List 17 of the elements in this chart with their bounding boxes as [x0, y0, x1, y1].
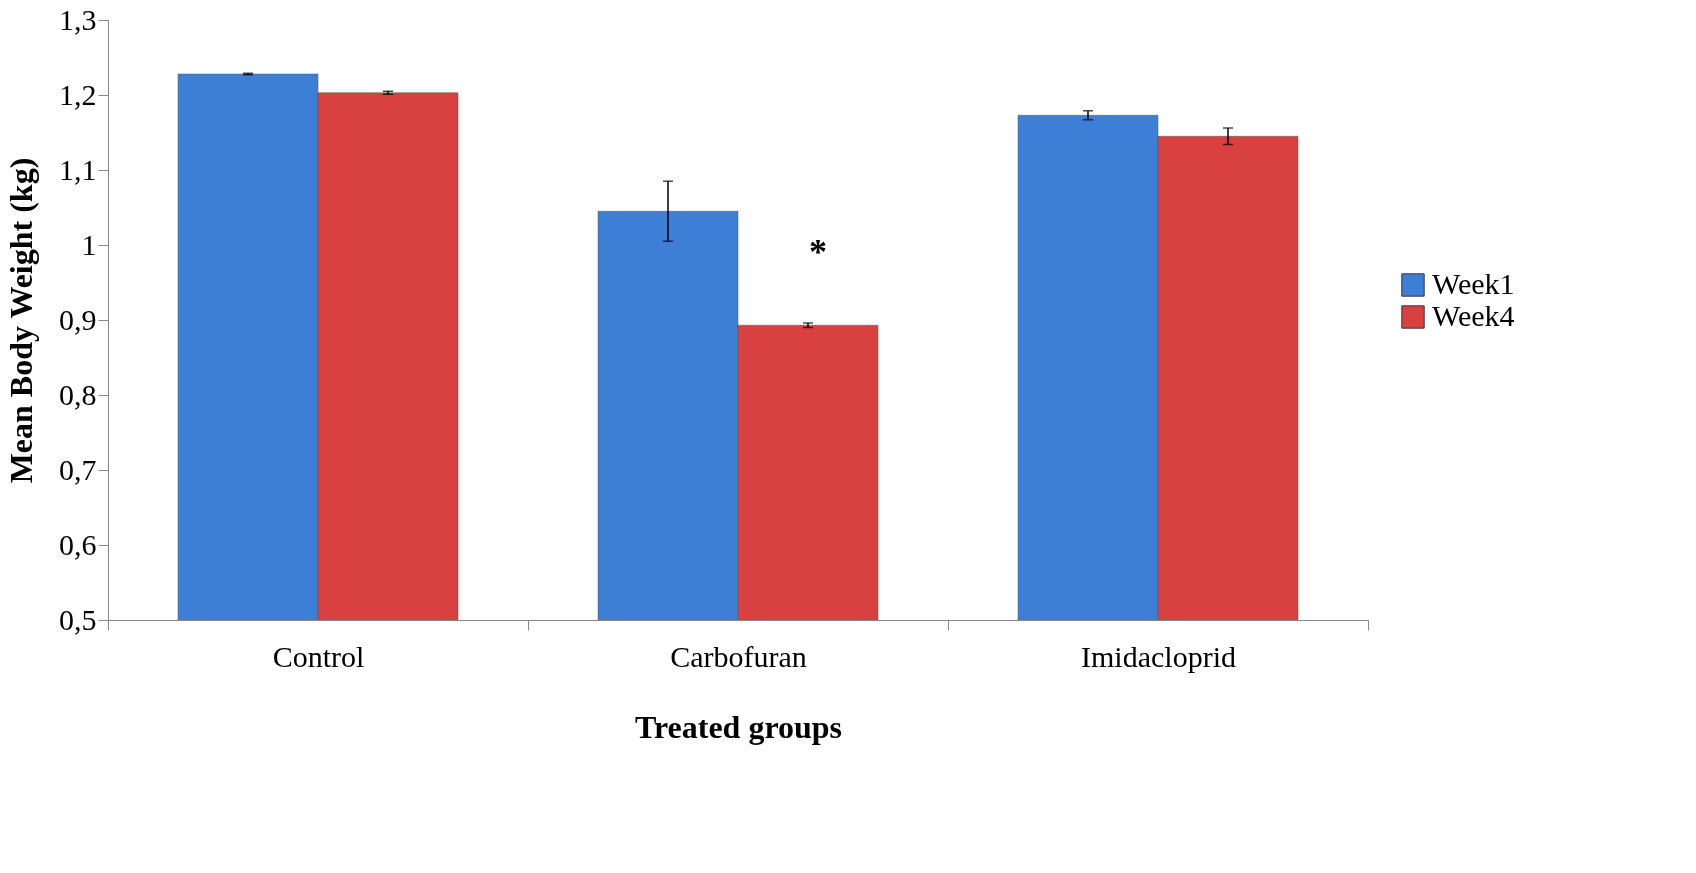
y-tick-label: 1,3 — [59, 2, 97, 36]
y-tick-label: 1 — [81, 227, 97, 261]
y-tick-label: 1,2 — [59, 77, 97, 111]
legend-label: Week1 — [1432, 267, 1515, 300]
x-axis-title: Treated groups — [634, 708, 843, 745]
y-tick-label: 0,8 — [59, 377, 97, 411]
legend-label: Week4 — [1432, 299, 1515, 332]
y-tick-label: 1,1 — [59, 152, 97, 186]
y-tick-label: 0,9 — [59, 302, 97, 336]
x-tick-label: Carbofuran — [670, 639, 807, 673]
x-tick-label: Control — [272, 639, 365, 673]
y-axis-title: Mean Body Weight (kg) — [3, 157, 39, 484]
x-tick-label: Imidacloprid — [1081, 639, 1236, 673]
annotation: * — [809, 231, 827, 272]
y-tick-label: 0,5 — [59, 602, 97, 636]
y-tick-label: 0,7 — [59, 452, 97, 486]
y-tick-label: 0,6 — [59, 527, 97, 561]
